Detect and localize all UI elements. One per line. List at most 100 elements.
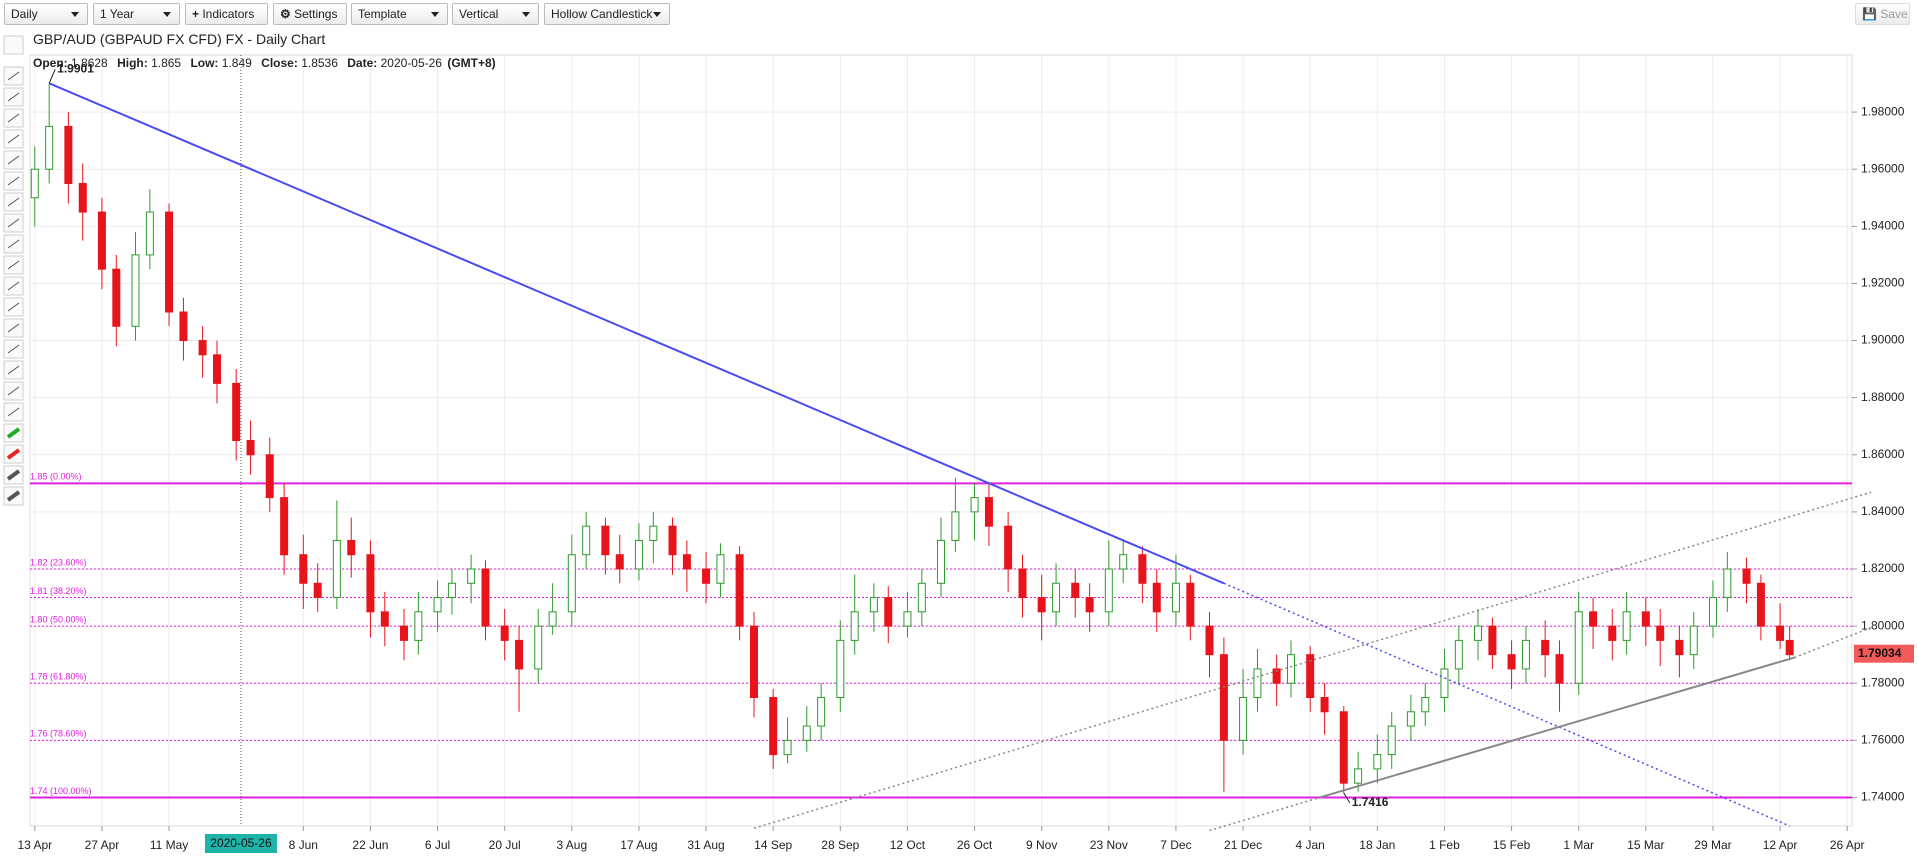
close-value: 1.8536 — [301, 56, 338, 70]
candle-body — [716, 554, 725, 584]
x-tick-label: 31 Aug — [687, 838, 724, 852]
candle-body — [131, 254, 140, 327]
candle-body — [735, 554, 744, 627]
settings: Settings — [294, 7, 338, 21]
candle-body — [500, 625, 509, 641]
candle-body — [1138, 554, 1147, 584]
candle-body — [1641, 611, 1650, 627]
candle-body — [45, 125, 54, 170]
candle-body — [1421, 697, 1430, 713]
point-label: 1.7416 — [1352, 795, 1389, 809]
tool-icon — [7, 302, 20, 312]
candle-body — [1454, 639, 1463, 670]
candle-body — [682, 554, 691, 570]
candle-body — [1656, 625, 1665, 641]
y-tick-label: 1.90000 — [1861, 333, 1905, 347]
candle-body — [1776, 625, 1785, 641]
candle-body — [783, 739, 792, 756]
y-tick-label: 1.74000 — [1861, 790, 1905, 804]
candle-body — [198, 340, 207, 356]
level-label: 1.80 (50.00%) — [30, 614, 87, 624]
x-tick-label: 12 Oct — [890, 838, 926, 852]
candle-body — [1488, 625, 1497, 656]
y-tick-label: 1.82000 — [1861, 561, 1905, 575]
candle-body — [332, 539, 341, 599]
candle-body — [1306, 654, 1315, 699]
candle-body — [601, 525, 610, 556]
point-leader — [1343, 792, 1351, 804]
ohlc-header: Open: 1.8628 High: 1.865 Low: 1.849 Clos… — [33, 56, 496, 70]
candle-body — [903, 611, 912, 627]
chart-style-select[interactable]: Hollow Candlestick — [544, 3, 670, 25]
candle-body — [299, 554, 308, 584]
candle-body — [1018, 568, 1027, 599]
level-label: 1.76 (78.60%) — [30, 729, 87, 739]
candle-body — [97, 211, 106, 270]
candle-body — [265, 454, 274, 499]
save-button[interactable]: 💾 Save — [1855, 3, 1910, 25]
tool-icon — [7, 176, 20, 186]
point-leader — [48, 69, 56, 84]
trendline — [1794, 626, 1872, 659]
candle-body — [1521, 639, 1530, 670]
candle-body — [1708, 597, 1717, 627]
interval-select[interactable]: Daily — [4, 3, 88, 25]
candle-body — [1373, 754, 1382, 770]
tool-icon — [7, 113, 20, 123]
y-tick-label: 1.94000 — [1861, 219, 1905, 233]
candle-body — [984, 497, 993, 527]
y-tick-label: 1.86000 — [1861, 447, 1905, 461]
indicators: Indicators — [202, 7, 255, 21]
tool-icon — [7, 386, 20, 396]
tool-icon — [7, 260, 20, 270]
x-tick-label: 22 Jun — [352, 838, 388, 852]
candle-body — [1675, 639, 1684, 656]
candle-body — [1608, 625, 1617, 641]
candle-body — [380, 611, 389, 627]
tool-icon — [7, 407, 20, 417]
trendline — [48, 82, 1225, 585]
candle-body — [567, 554, 576, 613]
candle-body — [1104, 568, 1113, 613]
candle-body — [447, 582, 456, 599]
tool-icon — [6, 490, 21, 502]
candle-body — [702, 568, 711, 584]
y-tick-label: 1.80000 — [1861, 618, 1905, 632]
candle-body — [1507, 654, 1516, 670]
x-tick-label: 1 Mar — [1563, 838, 1594, 852]
x-tick-label: 21 Dec — [1224, 838, 1262, 852]
candle-body — [1622, 611, 1631, 641]
tool-icon — [7, 239, 20, 249]
settings-button[interactable]: ⚙ Settings — [273, 3, 347, 25]
range-select[interactable]: 1 Year — [93, 3, 180, 25]
candle-body — [817, 697, 826, 727]
candle-body — [1354, 768, 1363, 784]
candle-body — [1756, 582, 1765, 627]
y-tick-label: 1.78000 — [1861, 675, 1905, 689]
level-label: 1.78 (61.80%) — [30, 672, 87, 682]
x-tick-label: 14 Sep — [754, 838, 792, 852]
candle-body — [165, 211, 174, 313]
fullscreen-button[interactable] — [3, 35, 24, 55]
candle-body — [30, 168, 39, 199]
candle-body — [917, 582, 926, 613]
candle-body — [414, 611, 423, 641]
last-price-label: 1.79034 — [1858, 646, 1902, 660]
candle-body — [1171, 582, 1180, 613]
level-label: 1.82 (23.60%) — [30, 557, 87, 567]
candle-body — [668, 525, 677, 556]
crosshair-label-box — [204, 834, 277, 853]
tool-icon — [7, 71, 20, 81]
x-tick-label: 11 May — [150, 838, 188, 852]
x-tick-label: 8 Jun — [289, 838, 318, 852]
candle-body — [850, 611, 859, 641]
plot-border — [29, 54, 1853, 827]
open-label: Open: — [33, 56, 68, 70]
x-tick-label: 15 Feb — [1493, 838, 1531, 852]
candle-body — [1272, 668, 1281, 684]
tool-icon — [7, 281, 20, 291]
orientation-select[interactable]: Vertical — [452, 3, 539, 25]
template-select[interactable]: Template — [351, 3, 448, 25]
indicators-button[interactable]: + Indicators — [185, 3, 268, 25]
